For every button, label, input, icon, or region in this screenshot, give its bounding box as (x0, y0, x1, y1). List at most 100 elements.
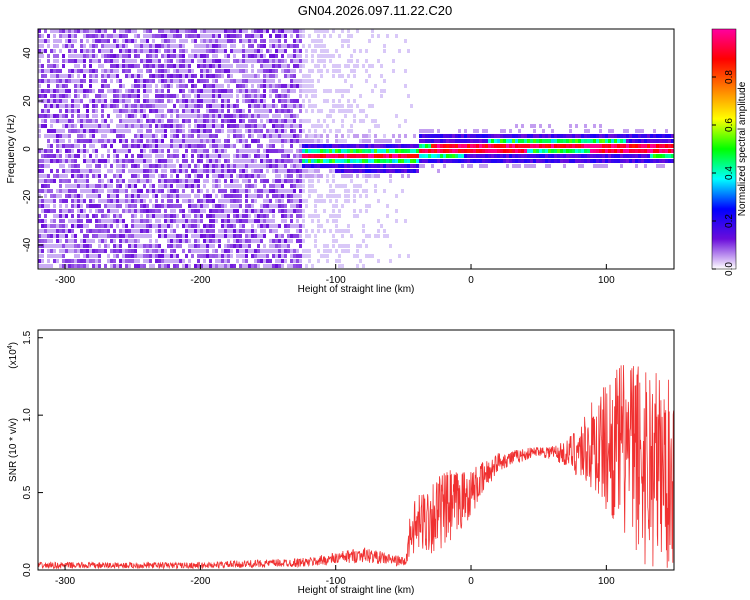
spectrogram-cell (209, 94, 212, 98)
spectrogram-cell (197, 159, 200, 163)
spectrogram-cell (122, 44, 125, 48)
spectrogram-cell (299, 264, 302, 268)
spectrogram-cell (137, 244, 140, 248)
spectrogram-cell (131, 239, 134, 243)
spectrogram-cell (236, 239, 239, 243)
spectrogram-cell (254, 239, 257, 243)
spectrogram-cell (113, 234, 116, 238)
spectrogram-cell (500, 149, 503, 153)
spectrogram-cell (188, 69, 191, 73)
spectrogram-cell (221, 209, 224, 213)
spectrogram-cell (275, 234, 278, 238)
spectrogram-cell (275, 159, 278, 163)
spectrogram-cell (404, 169, 407, 173)
spectrogram-cell (56, 239, 59, 243)
spectrogram-cell (398, 164, 401, 168)
spectrogram-cell (269, 139, 272, 143)
colorbar-gradient (711, 28, 737, 270)
spectrogram-cell (59, 214, 62, 218)
spectrogram-cell (227, 64, 230, 68)
spectrogram-cell (440, 139, 443, 143)
spectrogram-cell (74, 49, 77, 53)
snr-x-axis-label: Height of straight line (km) (298, 585, 415, 596)
spectrogram-cell (236, 64, 239, 68)
spectrogram-cell (275, 124, 278, 128)
spectrogram-cell (227, 214, 230, 218)
spectrogram-cell (146, 59, 149, 63)
spectrogram-cell (251, 49, 254, 53)
spectrogram-cell (575, 149, 578, 153)
spectrogram-cell (263, 109, 266, 113)
spectrogram-cell (41, 224, 44, 228)
spectrogram-cell (608, 149, 611, 153)
spectrogram-cell (224, 144, 227, 148)
snr-background (38, 330, 674, 570)
spectrogram-cell (227, 234, 230, 238)
spectrogram-cell (641, 144, 644, 148)
snr-frame (37, 329, 675, 571)
spectrogram-cell (419, 144, 422, 148)
spectrogram-cell (365, 144, 368, 148)
spectrogram-cell (212, 239, 215, 243)
spectrogram-cell (248, 109, 251, 113)
spectrogram-cell (230, 129, 233, 133)
spectrogram-cell (263, 99, 266, 103)
spectrogram-cell (368, 204, 371, 208)
spectrogram-cell (98, 219, 101, 223)
spectrogram-cell (665, 154, 668, 158)
spectrogram-cell (536, 134, 539, 138)
spectrogram-cell (107, 179, 110, 183)
spectrogram-cell (383, 159, 386, 163)
spectrogram-cell (239, 204, 242, 208)
spectrogram-cell (170, 159, 173, 163)
spectrogram-cell (530, 159, 533, 163)
spectrogram-cell (272, 144, 275, 148)
spectrogram-cell (149, 49, 152, 53)
spectrogram-cell (302, 174, 305, 178)
spectrogram-cell (482, 159, 485, 163)
spectrogram-cell (623, 134, 626, 138)
spectrogram-cell (101, 224, 104, 228)
spectrogram-cell (149, 139, 152, 143)
spectrogram-cell (374, 139, 377, 143)
spectrogram-cell (344, 159, 347, 163)
spectrogram-cell (386, 159, 389, 163)
spectrogram-cell (611, 149, 614, 153)
spectrogram-cell (662, 154, 665, 158)
spectrogram-cell (563, 159, 566, 163)
spectrogram-cell (347, 34, 350, 38)
spectrogram-cell (302, 159, 305, 163)
spectrogram-cell (41, 259, 44, 263)
spectrogram-cell (221, 64, 224, 68)
spectrogram-cell (146, 124, 149, 128)
spectrogram-cell (194, 124, 197, 128)
spectrogram-cell (245, 124, 248, 128)
spectrogram-cell (125, 159, 128, 163)
spectrogram-cell (179, 179, 182, 183)
spectrogram-cell (113, 229, 116, 233)
spectrogram-cell (218, 189, 221, 193)
spectrogram-cell (86, 179, 89, 183)
spectrogram-cell (110, 259, 113, 263)
spectrogram-cell (239, 69, 242, 73)
spectrogram-cell (203, 239, 206, 243)
spectrogram-cell (248, 244, 251, 248)
spectrogram-cell (125, 54, 128, 58)
spectrogram-cell (50, 119, 53, 123)
spectrogram-cell (227, 169, 230, 173)
spectrogram-cell (362, 239, 365, 243)
spectrogram-cell (539, 144, 542, 148)
spectrogram-cell (110, 59, 113, 63)
spectrogram-cell (671, 134, 674, 138)
spectrogram-cell (77, 264, 80, 268)
spectrogram-cell (155, 244, 158, 248)
spectrogram-cell (566, 159, 569, 163)
spectrogram-cell (161, 74, 164, 78)
spectrogram-cell (125, 114, 128, 118)
spectrogram-cell (278, 79, 281, 83)
spectrogram-cell (161, 34, 164, 38)
spectrogram-cell (404, 144, 407, 148)
spectrogram-cell (185, 159, 188, 163)
spectrogram-cell (95, 254, 98, 258)
